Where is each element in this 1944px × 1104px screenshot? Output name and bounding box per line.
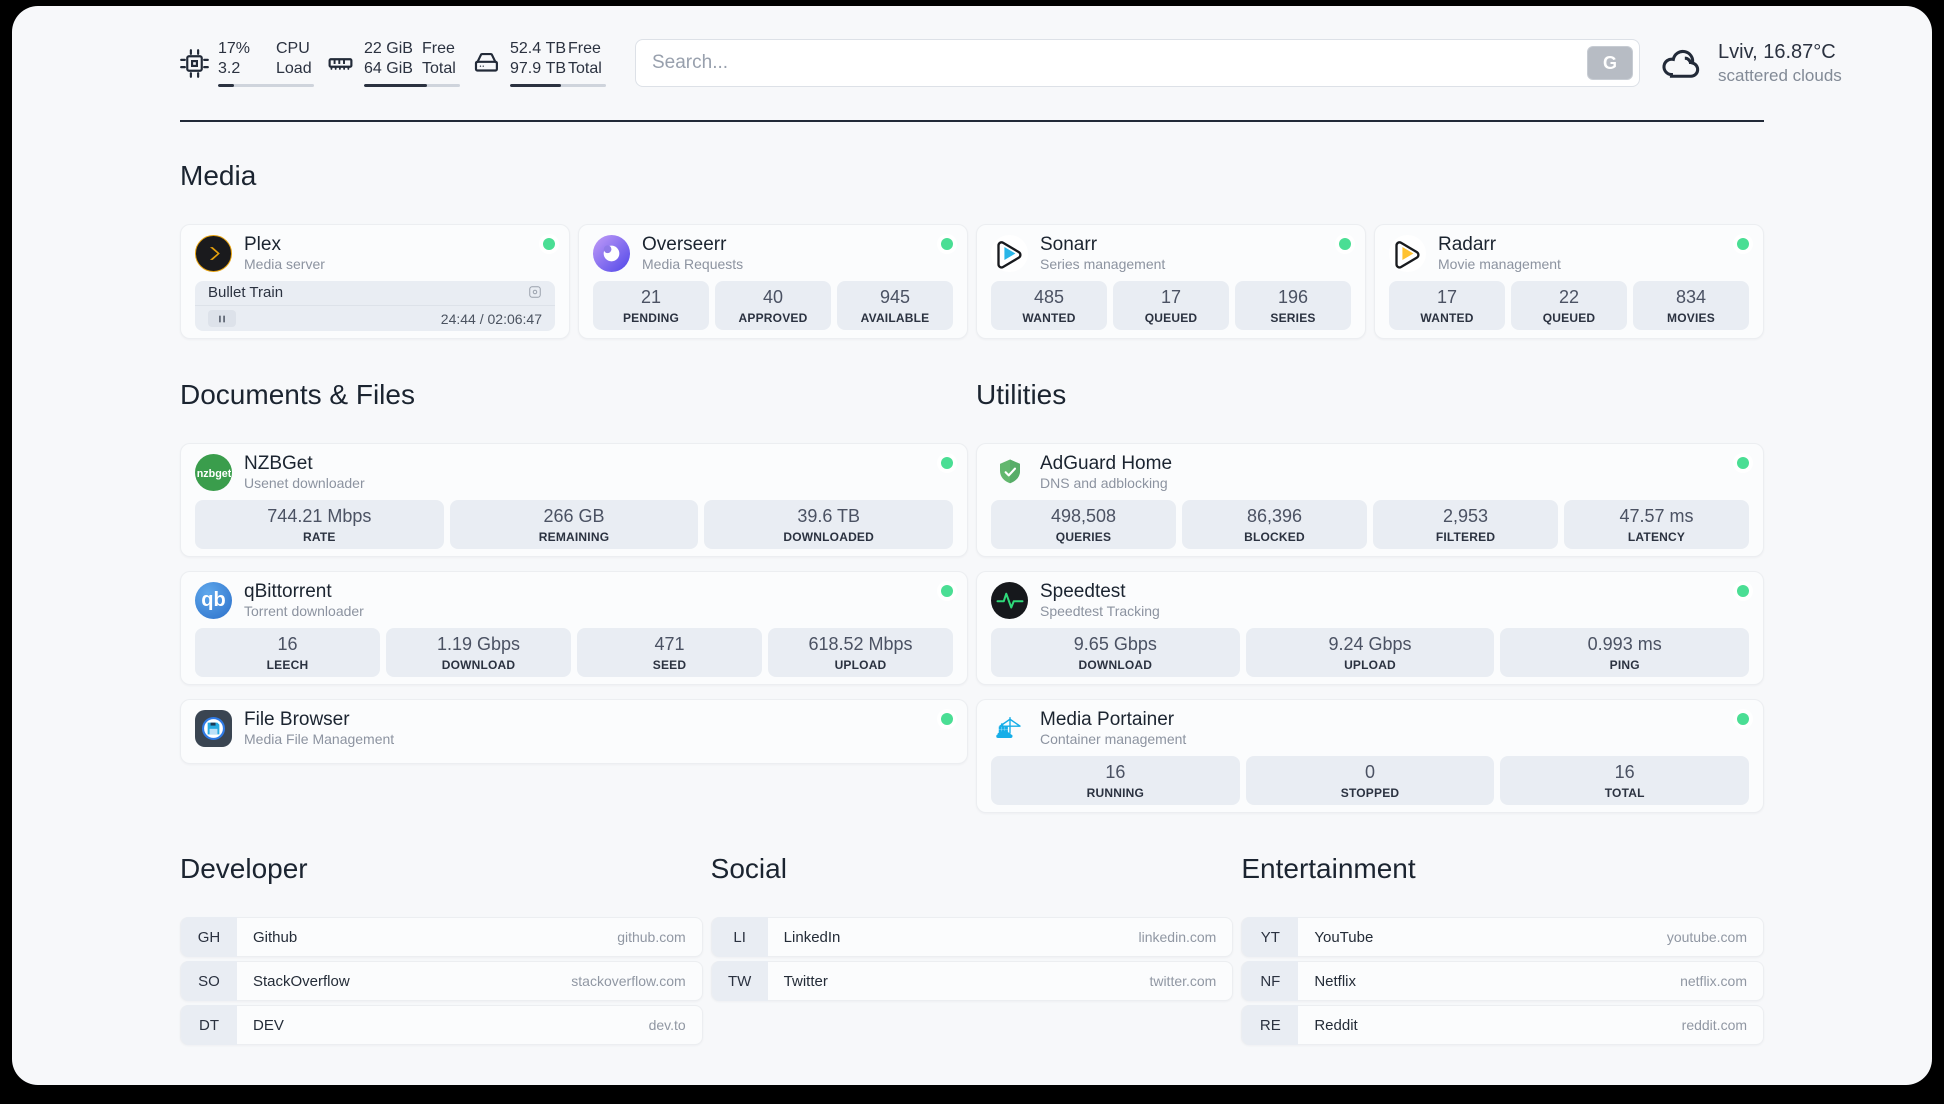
svg-text:nzbget: nzbget: [197, 468, 231, 480]
